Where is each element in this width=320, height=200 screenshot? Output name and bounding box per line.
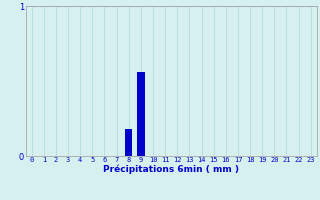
Bar [125,129,132,156]
X-axis label: Précipitations 6min ( mm ): Précipitations 6min ( mm ) [103,165,239,174]
Bar [137,72,145,156]
